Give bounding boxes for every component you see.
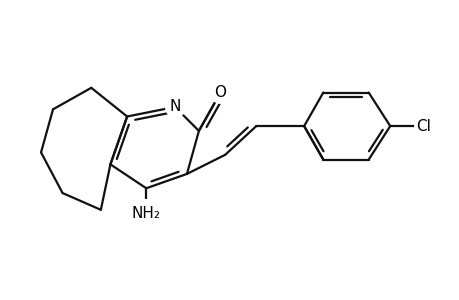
Text: O: O: [214, 85, 226, 100]
Text: N: N: [169, 99, 180, 114]
Text: Cl: Cl: [415, 118, 430, 134]
Text: NH₂: NH₂: [131, 206, 161, 220]
